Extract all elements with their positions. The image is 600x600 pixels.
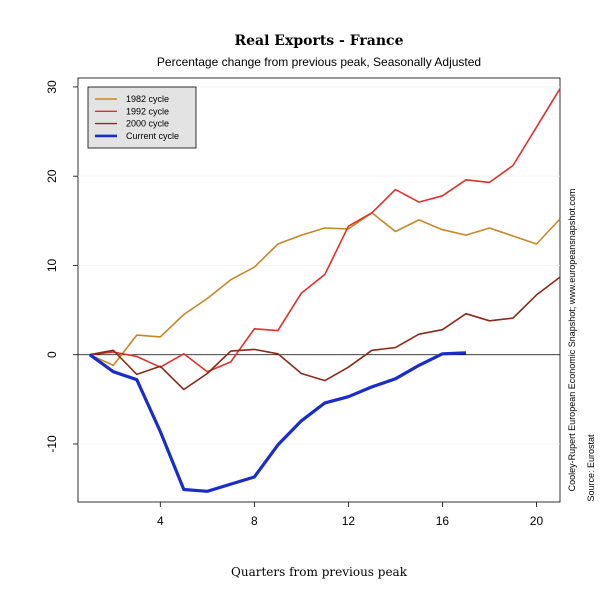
y-tick-label: 30 [45, 80, 59, 94]
legend-box [87, 86, 197, 149]
y-axis: -10 0 10 20 30 [45, 80, 78, 453]
chart-subtitle: Percentage change from previous peak, Se… [157, 55, 481, 69]
y-tick-label: -10 [45, 435, 59, 453]
series-line-current-cycle [88, 351, 467, 493]
y-tick-label: 20 [45, 169, 59, 183]
x-tick-label: 12 [342, 514, 356, 528]
plot-area [77, 77, 561, 503]
x-tick-label: 20 [530, 514, 544, 528]
x-tick-label: 4 [157, 514, 164, 528]
series-line-2000-cycle [89, 276, 561, 391]
x-axis: 4 8 12 16 20 [157, 502, 544, 528]
x-tick-label: 8 [251, 514, 258, 528]
source-text: Source: Eurostat [586, 434, 596, 502]
legend-label-2000-cycle: 2000 cycle [126, 119, 169, 129]
series-group [88, 88, 561, 493]
y-tick-label: 0 [45, 351, 59, 358]
legend-label-1982-cycle: 1982 cycle [126, 94, 169, 104]
y-tick-label: 10 [45, 258, 59, 272]
legend: 1982 cycle 1992 cycle 2000 cycle Current cy… [87, 86, 197, 149]
x-tick-label: 16 [436, 514, 450, 528]
legend-label-1992-cycle: 1992 cycle [126, 106, 169, 116]
legend-items: 1982 cycle 1992 cycle 2000 cycle Current cy… [95, 94, 179, 141]
attribution-text: Cooley-Rupert European Economic Snapshot… [567, 189, 577, 492]
series-line-1982-cycle [89, 212, 561, 367]
series-line-1992-cycle [89, 88, 561, 373]
x-axis-label: Quarters from previous peak [231, 565, 408, 579]
chart-title: Real Exports - France [235, 33, 404, 49]
legend-label-current-cycle: Current cycle [126, 131, 179, 141]
